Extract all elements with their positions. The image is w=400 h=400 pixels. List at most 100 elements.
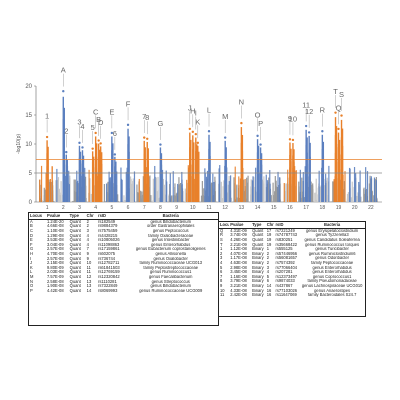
peak-label: S: [339, 90, 344, 99]
chr-5-point: [117, 194, 119, 202]
chr-7-point: [142, 176, 144, 202]
table-row: 9 3.21E-08 Binary 14 rs437867 genus Lachnospi…: [219, 284, 365, 289]
peak-point: [240, 121, 243, 125]
table-cell: 4.42E-08: [47, 288, 64, 293]
chr-10-highlight-point: [186, 179, 188, 202]
chr-22-point: [368, 200, 370, 202]
table-cell: genus Faecalibacterium: [148, 274, 193, 279]
chr-20-point: [356, 195, 358, 202]
chr-4-highlight-point: [88, 169, 90, 202]
table-cell: Binary: [252, 279, 264, 284]
table-cell: 1.16E-08: [230, 274, 247, 279]
chr-15-highlight-point: [279, 177, 281, 202]
chr-2-point: [58, 188, 60, 202]
table-cell: 2: [266, 260, 269, 265]
chr-17-point: [311, 184, 313, 202]
chr-10-point: [191, 176, 193, 202]
peak-column: [92, 156, 95, 202]
table-cell: T: [220, 242, 223, 247]
peak-column: [322, 141, 325, 202]
table-row: I 2.57E-08 Quant 9 rs736744 genus Oxalobacter: [29, 257, 218, 262]
peak-label: B: [96, 115, 101, 124]
chr-18-point: [315, 178, 317, 202]
table-cell: 1.17E-08: [230, 256, 247, 261]
peak-label: I: [195, 109, 197, 118]
chr-3-highlight-point: [81, 175, 83, 202]
chr-20-point: [351, 200, 353, 202]
table-cell: rs11647069: [275, 293, 297, 298]
chr-6-highlight-point: [120, 167, 122, 202]
chr-20-highlight-point: [353, 167, 356, 202]
table-cell: 2.15E-08: [47, 261, 64, 266]
peak-column: [65, 154, 67, 202]
peak-column: [94, 136, 97, 202]
x-tick-label: 8: [159, 205, 162, 211]
table-row: 2 4.07E-08 Binary 2 rs57446956 genus Ruminicl…: [219, 252, 365, 257]
chr-2-highlight-point: [68, 170, 70, 202]
chr-4-point: [94, 185, 96, 202]
table-cell: 4.07E-08: [230, 251, 247, 256]
x-tick-label: 5: [110, 205, 113, 211]
chr-5-highlight-point: [108, 171, 110, 202]
peak-label: 11: [302, 100, 310, 109]
chr-22-highlight-point: [366, 171, 369, 202]
table-cell: rs8069993: [98, 288, 118, 293]
peak-column: [289, 142, 291, 202]
peak-column: [127, 128, 129, 202]
peak-point: [196, 141, 200, 145]
chr-7-point: [150, 195, 152, 202]
peak-label: 8: [145, 113, 149, 122]
column-header: rsID: [97, 213, 124, 220]
x-tick-label: 16: [287, 205, 293, 211]
y-tick-label: 5: [29, 171, 33, 177]
table-cell: Quant: [69, 270, 81, 275]
chr-8-highlight-point: [161, 169, 164, 202]
x-tick-label: 18: [320, 205, 326, 211]
table-cell: 2.42E-08: [230, 293, 247, 298]
x-tick-label: 3: [78, 205, 81, 211]
table-row: R 3.74E-09 Quant 19 rs74787743 genus Tyzzerel…: [219, 233, 365, 238]
peak-label: 5: [91, 123, 95, 132]
peak-point: [191, 130, 195, 134]
table-cell: genus Enterorhabdus: [151, 242, 191, 247]
peak-label: C: [93, 107, 99, 116]
peak-column: [79, 151, 82, 202]
table-cell: 7.57E-09: [47, 274, 64, 279]
chr-9-point: [178, 199, 181, 202]
table-row: A 1.24E-20 Quant 2 rs182549 genus Bifidobacte…: [29, 219, 218, 224]
chr-12-point: [220, 181, 222, 202]
table-cell: S: [220, 237, 223, 242]
chr-3-highlight-point: [76, 180, 79, 202]
peak-column: [160, 153, 163, 202]
table-cell: 13: [86, 279, 92, 284]
peak-column: [321, 134, 324, 202]
table-cell: genus Eubacterium coprostanoligenes: [135, 247, 206, 252]
chr-5-highlight-point: [116, 171, 118, 202]
peak-label: P: [258, 119, 263, 128]
peak-column: [46, 140, 48, 202]
table-cell: 11: [86, 270, 91, 275]
chr-1-point: [43, 187, 45, 202]
peak-point: [126, 123, 130, 127]
chr-7-point: [137, 196, 140, 202]
chr-15-point: [272, 195, 274, 202]
table-row: K 9.80E-09 Quant 11 rs61841503 family Peptost…: [29, 266, 218, 271]
chr-8-point: [164, 194, 167, 202]
chr-22-point: [373, 199, 375, 202]
table-cell: rs736744: [98, 256, 116, 261]
x-tick-label: 9: [175, 205, 178, 211]
table-cell: Binary: [252, 270, 264, 275]
y-tick-label: 0: [29, 200, 33, 206]
peak-column: [98, 149, 101, 202]
table-cell: Binary: [252, 265, 264, 270]
peak-column: [146, 141, 148, 202]
table-cell: 19: [266, 233, 272, 238]
peak-label: 7: [142, 112, 146, 121]
table-row: P 4.42E-08 Quant 14 rs8069993 genus Ruminococ…: [29, 289, 218, 294]
chr-4-point: [89, 178, 91, 202]
table-cell: genus Peptococcus: [152, 228, 189, 233]
chr-11-highlight-point: [204, 172, 206, 202]
chr-8-point: [157, 176, 159, 202]
chr-11-highlight-point: [212, 173, 214, 202]
table-cell: rs56081657: [275, 256, 298, 261]
